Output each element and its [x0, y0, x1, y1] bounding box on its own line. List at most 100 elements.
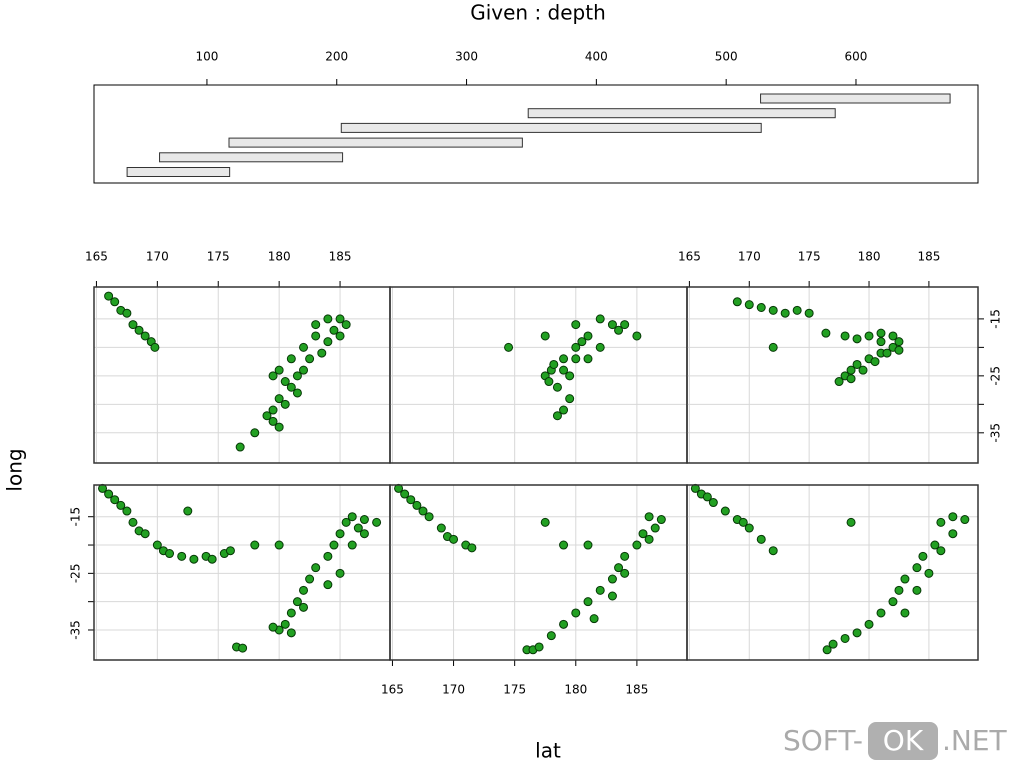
point — [732, 297, 742, 307]
point — [852, 628, 862, 638]
point — [912, 585, 922, 595]
point — [804, 308, 814, 318]
point — [305, 574, 315, 584]
point — [353, 523, 363, 533]
point — [286, 382, 296, 392]
point — [329, 325, 339, 335]
point — [323, 314, 333, 324]
point — [544, 377, 554, 387]
point — [834, 377, 844, 387]
x-tick-label: 170 — [738, 250, 761, 264]
point — [852, 359, 862, 369]
chart-title: Given : depth — [470, 1, 606, 25]
x-tick-label: 180 — [564, 683, 587, 697]
point — [876, 328, 886, 338]
point — [274, 540, 284, 550]
point — [840, 633, 850, 643]
point — [595, 585, 605, 595]
point — [140, 331, 150, 341]
point — [607, 320, 617, 330]
point — [177, 551, 187, 561]
point — [756, 303, 766, 313]
point — [329, 540, 339, 550]
x-tick-label: 170 — [442, 683, 465, 697]
point — [924, 568, 934, 578]
point — [738, 517, 748, 527]
point — [122, 308, 132, 318]
point — [134, 325, 144, 335]
point — [708, 498, 718, 508]
point — [577, 337, 587, 347]
point — [607, 591, 617, 601]
point — [583, 597, 593, 607]
interval-bar — [760, 93, 951, 104]
point — [359, 515, 369, 525]
point — [583, 331, 593, 341]
point — [110, 297, 120, 307]
y-tick-label: -15 — [69, 507, 83, 527]
point — [372, 517, 382, 527]
panel-frame — [389, 286, 688, 464]
point — [571, 354, 581, 364]
point — [589, 614, 599, 624]
panel-frame — [686, 484, 979, 661]
y-axis-label: long — [3, 448, 27, 491]
point — [882, 348, 892, 358]
point — [638, 529, 648, 539]
panel-frame — [93, 84, 979, 184]
point — [347, 540, 357, 550]
point — [335, 314, 345, 324]
point — [150, 342, 160, 352]
point — [341, 320, 351, 330]
point — [280, 399, 290, 409]
point — [128, 517, 138, 527]
point — [412, 500, 422, 510]
x-tick-label: 180 — [858, 250, 881, 264]
point — [559, 619, 569, 629]
point — [900, 608, 910, 618]
point — [756, 534, 766, 544]
y-tick-label: -35 — [989, 423, 1003, 443]
point — [359, 529, 369, 539]
x-tick-label: 400 — [585, 50, 608, 64]
interval-bar — [228, 137, 523, 148]
point — [128, 320, 138, 330]
point — [656, 515, 666, 525]
point — [183, 506, 193, 516]
point — [858, 365, 868, 375]
watermark: .NET — [942, 724, 1008, 757]
point — [436, 523, 446, 533]
point — [286, 354, 296, 364]
point — [846, 517, 856, 527]
point — [595, 342, 605, 352]
x-tick-label: 165 — [85, 250, 108, 264]
point — [549, 359, 559, 369]
point — [768, 342, 778, 352]
panel-frame — [389, 484, 688, 661]
point — [323, 580, 333, 590]
point — [280, 619, 290, 629]
point — [274, 422, 284, 432]
point — [620, 568, 630, 578]
point — [614, 563, 624, 573]
point — [400, 489, 410, 499]
point — [768, 546, 778, 556]
point — [104, 291, 114, 301]
point — [912, 563, 922, 573]
point — [948, 512, 958, 522]
point — [864, 619, 874, 629]
point — [292, 597, 302, 607]
point — [335, 331, 345, 341]
point — [876, 608, 886, 618]
point — [870, 357, 880, 367]
point — [467, 543, 477, 553]
point — [268, 405, 278, 415]
point — [888, 597, 898, 607]
point — [876, 337, 886, 347]
point — [583, 540, 593, 550]
point — [274, 394, 284, 404]
point — [152, 540, 162, 550]
point — [299, 342, 309, 352]
point — [792, 305, 802, 315]
point — [888, 331, 898, 341]
